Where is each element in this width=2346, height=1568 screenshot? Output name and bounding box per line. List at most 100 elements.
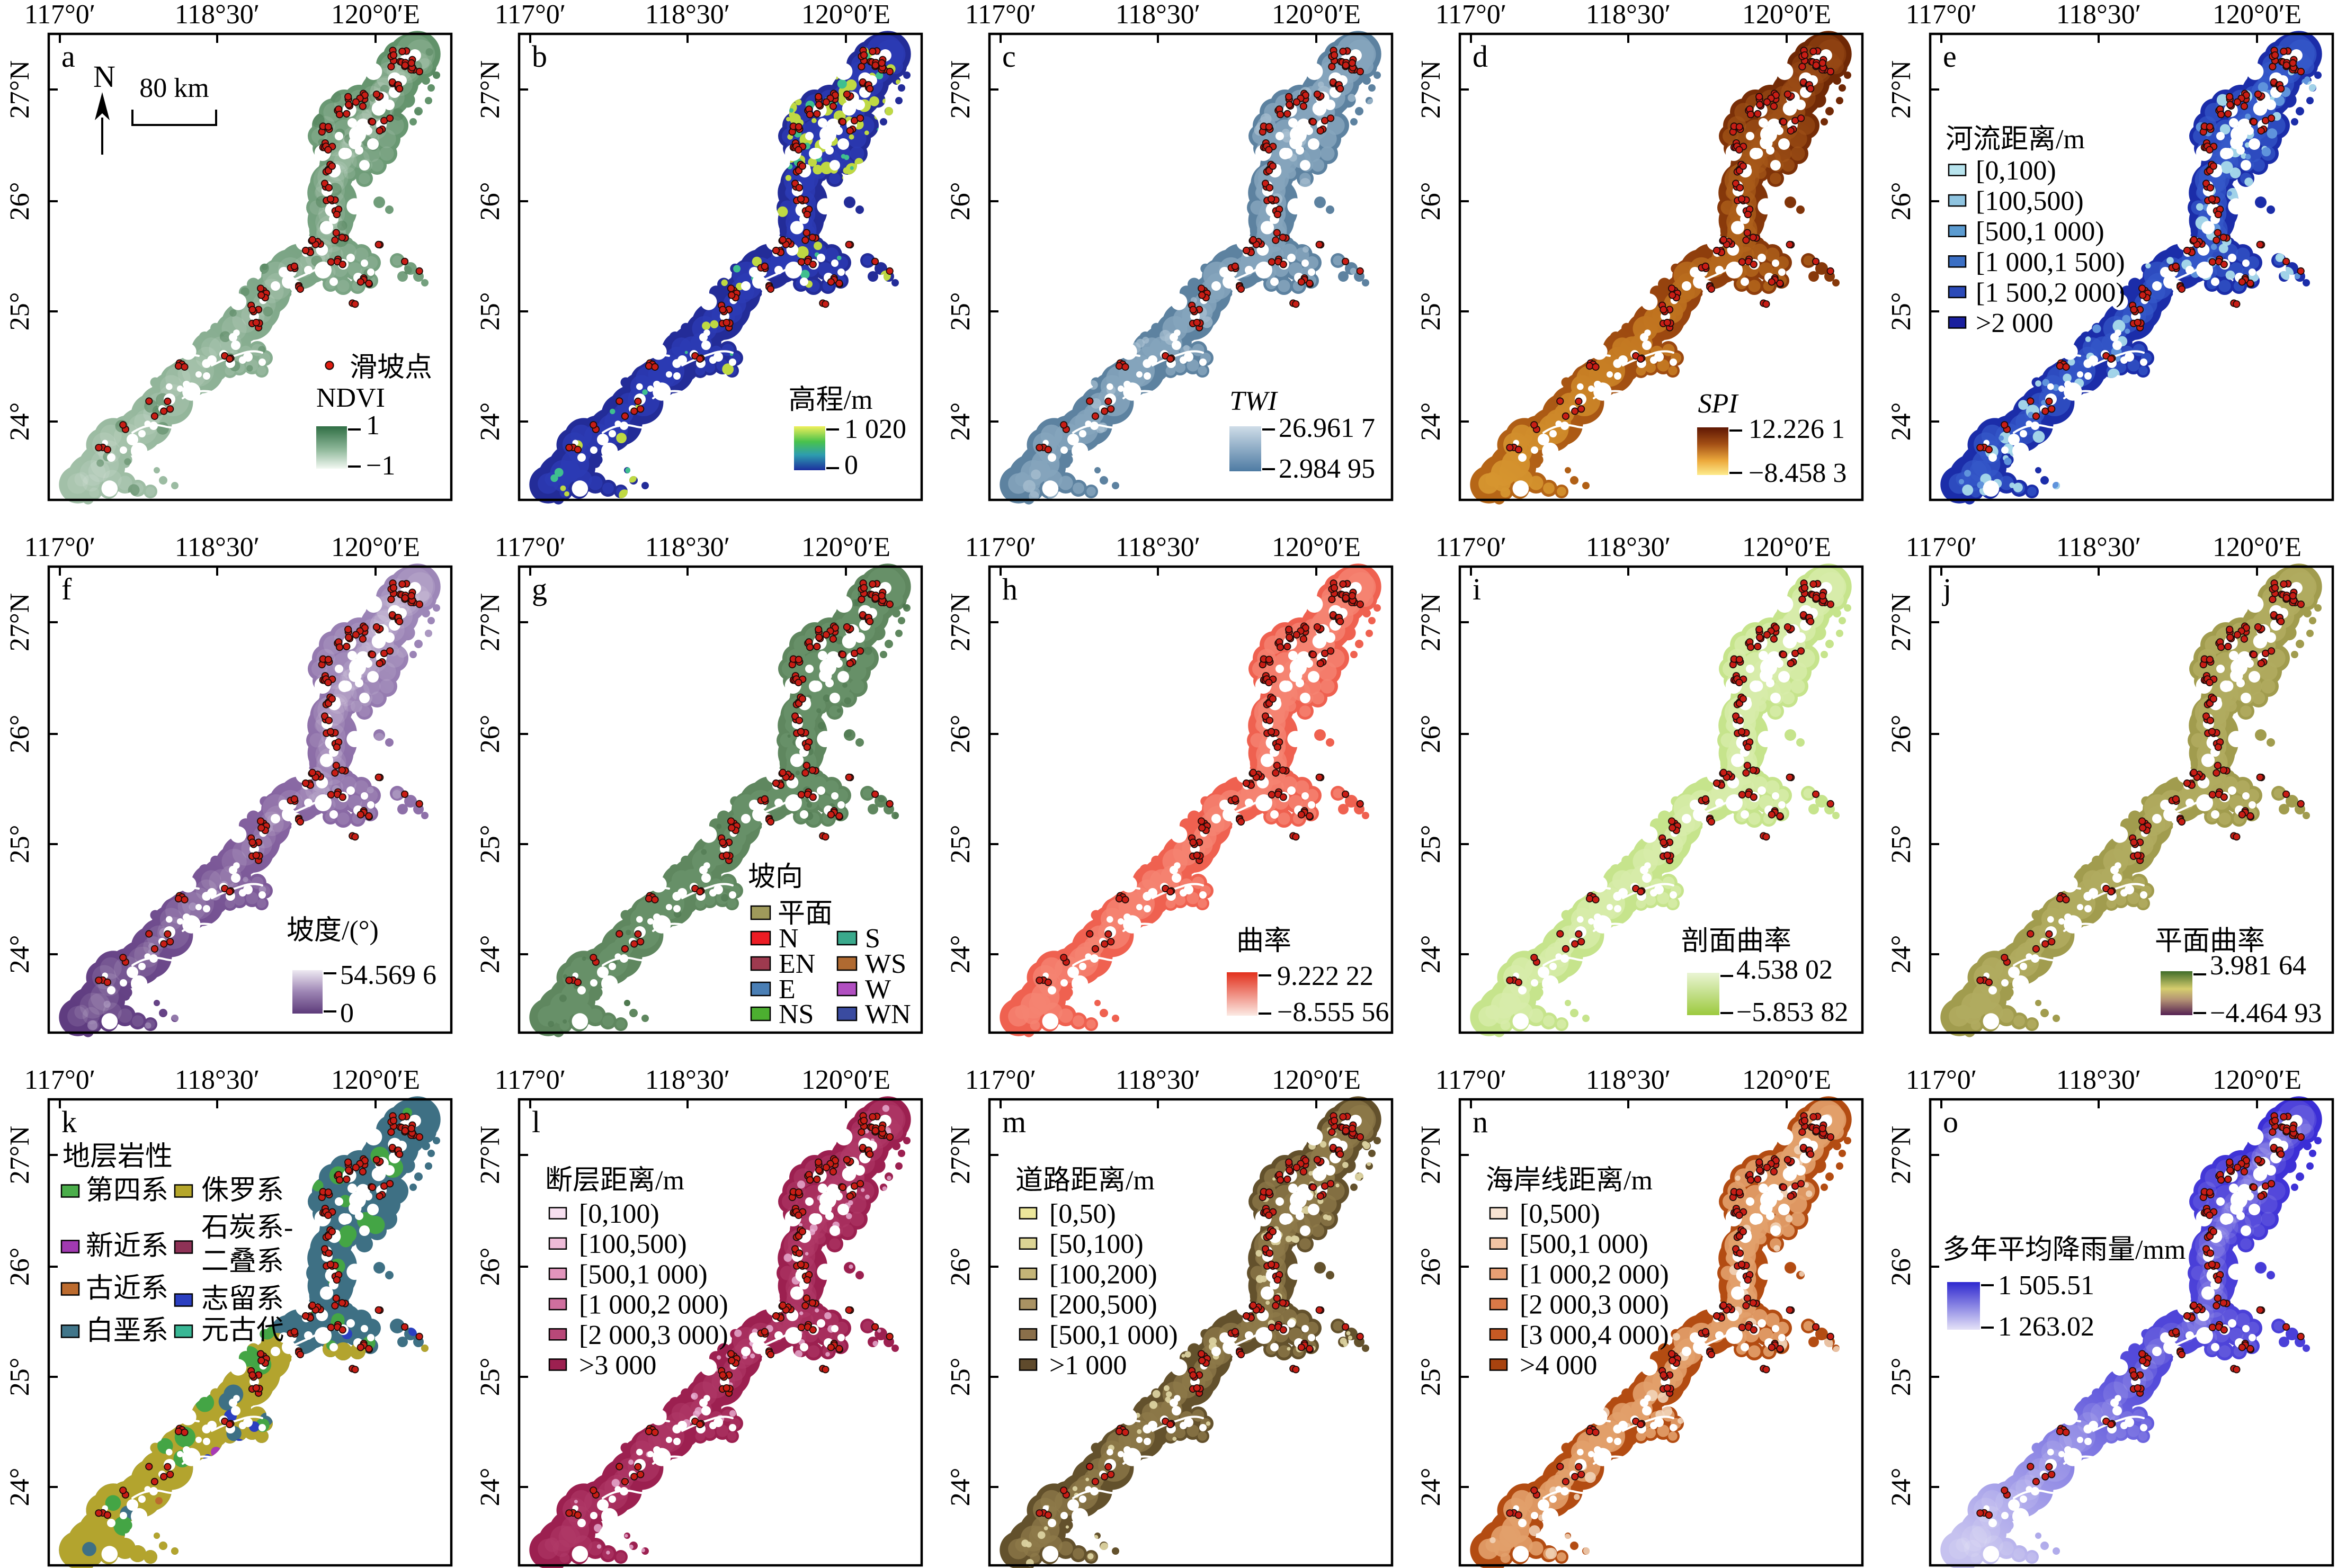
svg-text:W: W: [865, 974, 891, 1005]
svg-text:24°: 24°: [475, 1468, 505, 1507]
svg-text:[0,100): [0,100): [1976, 156, 2056, 186]
svg-text:c: c: [1002, 39, 1016, 74]
svg-text:27°N: 27°N: [1416, 1126, 1446, 1184]
svg-text:26°: 26°: [475, 182, 505, 221]
svg-text:54.569 6: 54.569 6: [340, 960, 436, 990]
svg-text:27°N: 27°N: [1886, 593, 1916, 651]
svg-text:河流距离/m: 河流距离/m: [1946, 124, 2085, 155]
svg-text:志留系: 志留系: [201, 1284, 284, 1314]
svg-text:海岸线距离/m: 海岸线距离/m: [1486, 1166, 1653, 1196]
svg-text:e: e: [1943, 39, 1957, 74]
svg-text:25°: 25°: [5, 1358, 35, 1396]
svg-text:−5.853 82: −5.853 82: [1736, 997, 1848, 1027]
svg-text:曲率: 曲率: [1236, 926, 1291, 956]
svg-text:25°: 25°: [5, 825, 35, 864]
svg-text:27°N: 27°N: [1416, 60, 1446, 119]
svg-text:117°0′: 117°0′: [1435, 532, 1506, 562]
svg-text:>4 000: >4 000: [1520, 1350, 1597, 1381]
svg-text:9.222 22: 9.222 22: [1277, 961, 1373, 991]
svg-text:117°0′: 117°0′: [965, 0, 1036, 30]
svg-text:0: 0: [340, 998, 354, 1028]
svg-text:[100,500): [100,500): [1976, 186, 2084, 217]
svg-text:24°: 24°: [475, 935, 505, 974]
svg-text:25°: 25°: [475, 825, 505, 864]
svg-text:117°0′: 117°0′: [495, 0, 566, 30]
svg-text:24°: 24°: [1886, 935, 1916, 974]
svg-text:80 km: 80 km: [139, 73, 209, 103]
svg-text:l: l: [532, 1105, 540, 1139]
svg-text:25°: 25°: [1416, 292, 1446, 331]
svg-text:24°: 24°: [1416, 935, 1446, 974]
svg-text:26°: 26°: [475, 715, 505, 754]
svg-text:24°: 24°: [945, 1468, 976, 1507]
svg-text:120°0′E: 120°0′E: [1742, 0, 1831, 30]
svg-text:>2 000: >2 000: [1976, 308, 2053, 338]
svg-text:118°30′: 118°30′: [175, 0, 260, 30]
svg-text:27°N: 27°N: [945, 60, 976, 119]
svg-text:二叠系: 二叠系: [201, 1247, 284, 1277]
svg-text:24°: 24°: [945, 935, 976, 974]
svg-text:1 020: 1 020: [844, 414, 906, 444]
svg-text:1 505.51: 1 505.51: [1998, 1270, 2094, 1301]
svg-text:[100,200): [100,200): [1049, 1259, 1157, 1289]
svg-text:120°0′E: 120°0′E: [2213, 1065, 2302, 1095]
svg-text:26°: 26°: [1416, 1248, 1446, 1286]
svg-text:117°0′: 117°0′: [1906, 532, 1977, 562]
svg-text:24°: 24°: [1416, 1468, 1446, 1507]
svg-text:27°N: 27°N: [475, 1126, 505, 1184]
svg-text:−1: −1: [366, 451, 395, 481]
svg-text:117°0′: 117°0′: [1435, 1065, 1506, 1095]
svg-text:4.538 02: 4.538 02: [1736, 955, 1833, 985]
svg-text:117°0′: 117°0′: [24, 0, 95, 30]
svg-text:[1 000,1 500): [1 000,1 500): [1976, 247, 2125, 277]
svg-text:120°0′E: 120°0′E: [331, 532, 420, 562]
svg-text:120°0′E: 120°0′E: [331, 1065, 420, 1095]
svg-text:N: N: [779, 924, 799, 954]
svg-text:117°0′: 117°0′: [495, 532, 566, 562]
svg-text:断层距离/m: 断层距离/m: [545, 1166, 684, 1196]
svg-text:24°: 24°: [1416, 402, 1446, 441]
svg-text:120°0′E: 120°0′E: [1272, 532, 1361, 562]
svg-text:26°: 26°: [945, 1248, 976, 1286]
svg-text:118°30′: 118°30′: [1116, 532, 1200, 562]
svg-text:地层岩性: 地层岩性: [63, 1142, 173, 1172]
svg-text:27°N: 27°N: [945, 1126, 976, 1184]
svg-text:118°30′: 118°30′: [1586, 0, 1671, 30]
svg-text:1: 1: [366, 410, 380, 441]
svg-text:26°: 26°: [5, 182, 35, 221]
svg-text:120°0′E: 120°0′E: [331, 0, 420, 30]
svg-text:g: g: [532, 572, 547, 606]
svg-text:25°: 25°: [1416, 1358, 1446, 1396]
svg-text:1 263.02: 1 263.02: [1998, 1312, 2094, 1342]
svg-text:26°: 26°: [1886, 715, 1916, 754]
svg-text:平面曲率: 平面曲率: [2155, 926, 2265, 956]
svg-text:118°30′: 118°30′: [645, 1065, 730, 1095]
svg-text:117°0′: 117°0′: [1435, 0, 1506, 30]
svg-text:24°: 24°: [5, 1468, 35, 1507]
svg-text:118°30′: 118°30′: [645, 0, 730, 30]
svg-text:坡向: 坡向: [748, 862, 803, 892]
svg-text:f: f: [61, 572, 72, 606]
svg-text:120°0′E: 120°0′E: [1272, 1065, 1361, 1095]
svg-text:26°: 26°: [1886, 1248, 1916, 1286]
svg-text:120°0′E: 120°0′E: [801, 1065, 890, 1095]
svg-text:[500,1 000): [500,1 000): [1049, 1320, 1178, 1350]
svg-text:118°30′: 118°30′: [2056, 0, 2141, 30]
svg-text:0: 0: [844, 450, 858, 480]
svg-text:SPI: SPI: [1698, 389, 1739, 419]
svg-text:[0,500): [0,500): [1520, 1199, 1600, 1229]
svg-text:118°30′: 118°30′: [1116, 0, 1200, 30]
svg-text:26°: 26°: [5, 1248, 35, 1286]
svg-text:118°30′: 118°30′: [1586, 532, 1671, 562]
svg-text:120°0′E: 120°0′E: [2213, 532, 2302, 562]
svg-text:NDVI: NDVI: [316, 383, 385, 413]
svg-text:27°N: 27°N: [1886, 1126, 1916, 1184]
svg-text:b: b: [532, 39, 547, 74]
svg-text:2.984 95: 2.984 95: [1279, 454, 1375, 484]
svg-text:26°: 26°: [475, 1248, 505, 1286]
svg-text:27°N: 27°N: [5, 60, 35, 119]
svg-text:[2 000,3 000): [2 000,3 000): [579, 1320, 728, 1350]
svg-text:25°: 25°: [1886, 825, 1916, 864]
svg-text:n: n: [1473, 1105, 1488, 1139]
svg-text:[50,100): [50,100): [1049, 1229, 1144, 1259]
